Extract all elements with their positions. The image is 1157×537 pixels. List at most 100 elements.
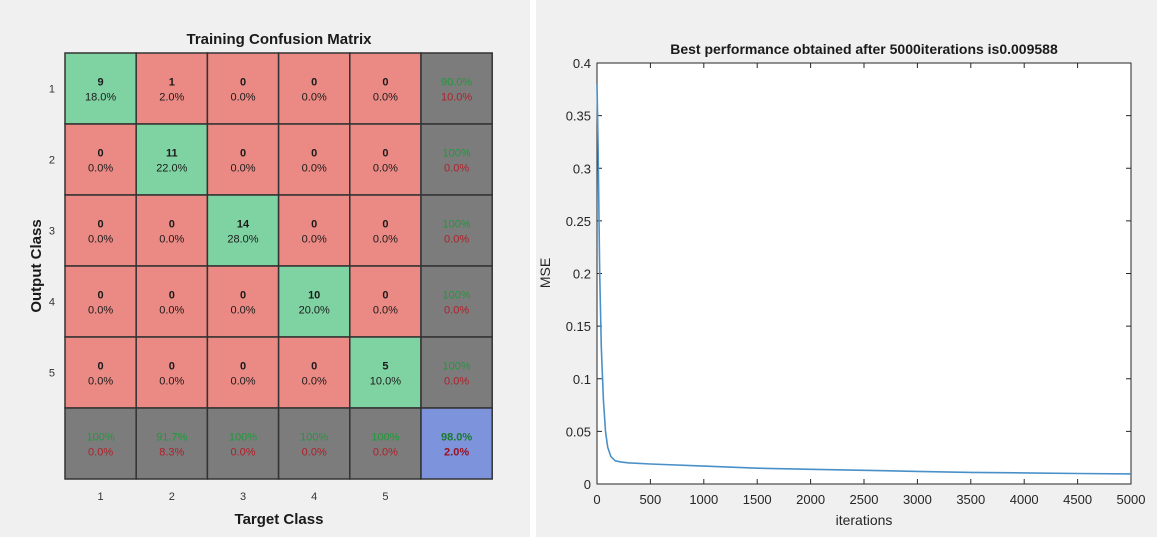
cell-percent: 0.0%: [159, 234, 184, 246]
y-tick-label: 0.4: [573, 56, 591, 71]
row-summary-correct: 100%: [443, 290, 471, 302]
cm-cell: [64, 265, 137, 338]
cell-count: 0: [382, 290, 388, 302]
x-axis-label: iterations: [836, 512, 893, 528]
row-summary-error: 0.0%: [444, 305, 469, 317]
cell-count: 10: [308, 290, 320, 302]
cell-percent: 0.0%: [230, 376, 255, 388]
cell-count: 0: [169, 361, 175, 373]
cell-count: 0: [98, 290, 104, 302]
y-tick-label: 0: [584, 477, 591, 492]
cm-cell: [349, 194, 422, 267]
cell-percent: 22.0%: [156, 163, 187, 175]
cell-percent: 20.0%: [299, 305, 330, 317]
perf-title: Best performance obtained after 5000iter…: [670, 41, 1058, 57]
y-tick-label: 2: [49, 155, 55, 167]
cell-count: 0: [382, 148, 388, 160]
y-axis-label: Output Class: [28, 219, 45, 312]
cell-percent: 0.0%: [302, 163, 327, 175]
confusion-matrix-chart: Training Confusion Matrix 9 18.0% 1 2.0% 0 0.0…: [28, 31, 493, 528]
y-tick-label: 0.3: [573, 161, 591, 176]
x-tick-label: 5: [382, 491, 388, 503]
col-summary-correct: 100%: [229, 432, 257, 444]
row-summary-error: 10.0%: [441, 92, 472, 104]
cm-cell: [349, 123, 422, 196]
row-summary-error: 0.0%: [444, 234, 469, 246]
cell-percent: 0.0%: [88, 376, 113, 388]
col-summary-correct: 100%: [87, 432, 115, 444]
row-summary-error: 0.0%: [444, 163, 469, 175]
cm-cell: [420, 52, 493, 125]
cm-cell: [420, 407, 493, 480]
cm-cell: [64, 336, 137, 409]
y-tick-label: 1: [49, 84, 55, 96]
y-tick-label: 0.35: [566, 109, 591, 124]
cell-percent: 0.0%: [373, 92, 398, 104]
cell-percent: 0.0%: [302, 92, 327, 104]
cm-cell: [64, 194, 137, 267]
cell-count: 0: [98, 361, 104, 373]
y-axis-label: MSE: [537, 258, 553, 288]
cm-cell: [206, 52, 280, 125]
y-tick-label: 0.25: [566, 214, 591, 229]
cm-cell: [135, 52, 209, 125]
cm-cell: [135, 407, 209, 480]
cell-count: 5: [382, 361, 388, 373]
overall-accuracy: 98.0%: [441, 432, 472, 444]
plot-area: [596, 62, 1132, 485]
cm-cell: [64, 52, 137, 125]
cell-percent: 0.0%: [373, 305, 398, 317]
cm-cell: [206, 407, 280, 480]
x-tick-label: 3500: [956, 492, 985, 507]
x-tick-label: 4: [311, 491, 317, 503]
cell-percent: 0.0%: [88, 163, 113, 175]
cell-count: 0: [382, 219, 388, 231]
x-tick-label: 3000: [903, 492, 932, 507]
x-axis-label: Target Class: [235, 511, 324, 528]
cell-percent: 0.0%: [230, 92, 255, 104]
cm-cell: [277, 407, 351, 480]
row-summary-correct: 100%: [443, 219, 471, 231]
cm-cell: [277, 123, 351, 196]
row-summary-correct: 100%: [443, 361, 471, 373]
x-tick-label: 1: [98, 491, 104, 503]
cm-cell: [277, 52, 351, 125]
y-tick-label: 0.2: [573, 267, 591, 282]
cm-cell: [277, 336, 351, 409]
x-tick-label: 0: [593, 492, 600, 507]
cell-count: 0: [98, 148, 104, 160]
x-tick-label: 1000: [689, 492, 718, 507]
cell-percent: 0.0%: [159, 305, 184, 317]
performance-panel: Best performance obtained after 5000iter…: [536, 0, 1157, 537]
x-tick-label: 4500: [1063, 492, 1092, 507]
cm-cell: [206, 194, 280, 267]
y-tick-label: 4: [49, 297, 55, 309]
row-summary-error: 0.0%: [444, 376, 469, 388]
mse-line: [596, 84, 1132, 475]
cm-cell: [135, 123, 209, 196]
cell-percent: 0.0%: [88, 234, 113, 246]
cell-count: 14: [237, 219, 250, 231]
cell-percent: 0.0%: [302, 234, 327, 246]
cell-count: 0: [382, 77, 388, 89]
x-tick-label: 2000: [796, 492, 825, 507]
x-tick-label: 2500: [850, 492, 879, 507]
col-summary-correct: 91.7%: [156, 432, 187, 444]
cell-percent: 0.0%: [88, 305, 113, 317]
cell-count: 0: [169, 290, 175, 302]
cm-cell: [206, 336, 280, 409]
cell-count: 0: [240, 148, 246, 160]
confusion-matrix-panel: Training Confusion Matrix 9 18.0% 1 2.0% 0 0.0…: [0, 0, 530, 537]
cm-cell: [135, 265, 209, 338]
col-summary-error: 8.3%: [159, 447, 184, 459]
cm-cell: [135, 194, 209, 267]
x-tick-label: 3: [240, 491, 246, 503]
cell-count: 1: [169, 77, 175, 89]
col-summary-correct: 100%: [300, 432, 328, 444]
cell-count: 0: [311, 361, 317, 373]
cell-percent: 0.0%: [159, 376, 184, 388]
col-summary-error: 0.0%: [230, 447, 255, 459]
cm-cell: [349, 336, 422, 409]
cell-count: 11: [166, 148, 178, 160]
x-tick-label: 500: [640, 492, 662, 507]
